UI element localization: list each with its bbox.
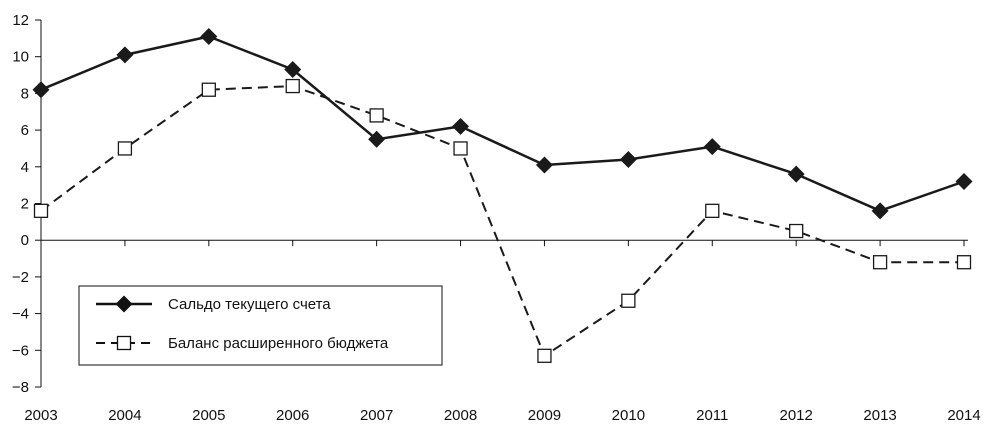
legend-label-current-account: Сальдо текущего счета — [168, 296, 331, 313]
legend-marker-current-account — [115, 295, 133, 313]
legend-box — [78, 285, 443, 366]
x-tick-label: 2007 — [360, 407, 393, 424]
y-tick-label: −4 — [12, 306, 29, 323]
data-point-current-account-2008 — [452, 117, 470, 135]
x-tick-label: 2008 — [444, 407, 477, 424]
legend-label-budget-balance: Баланс расширенного бюджета — [168, 335, 389, 352]
data-point-budget-balance-2011 — [705, 203, 720, 218]
data-point-current-account-2006 — [284, 61, 302, 79]
x-tick-label: 2012 — [779, 407, 812, 424]
data-point-current-account-2004 — [116, 46, 134, 64]
data-point-current-account-2005 — [200, 28, 218, 46]
x-tick-label: 2011 — [696, 407, 728, 424]
x-tick-label: 2004 — [108, 407, 141, 424]
tick-labels: −8 −6 −4 −2 0 2 4 6 8 10 12 2003 2004 2005 2006 2007 200… — [12, 12, 981, 424]
x-tick-label: 2013 — [863, 407, 896, 424]
legend: Сальдо текущего счета Баланс расширенног… — [78, 285, 443, 366]
data-point-budget-balance-2003 — [33, 203, 49, 218]
y-tick-label: 0 — [21, 232, 29, 249]
axes — [35, 19, 968, 388]
x-tick-label: 2006 — [276, 407, 309, 424]
data-point-budget-balance-2010 — [621, 293, 636, 308]
series-line-current-account — [40, 35, 965, 213]
data-point-current-account-2010 — [619, 150, 637, 168]
data-point-budget-balance-2007 — [369, 108, 384, 123]
data-point-current-account-2009 — [535, 156, 553, 174]
x-tick-label: 2003 — [24, 407, 57, 424]
y-tick-label: 6 — [21, 122, 29, 139]
y-tick-label: 2 — [21, 196, 29, 213]
y-tick-label: 10 — [12, 49, 29, 66]
y-tick-label: 12 — [12, 12, 29, 29]
x-tick-label: 2009 — [528, 407, 561, 424]
y-tick-label: 8 — [21, 85, 29, 102]
legend-marker-budget-balance — [116, 335, 132, 351]
x-tick-label: 2005 — [192, 407, 225, 424]
y-tick-label: −8 — [12, 379, 29, 396]
data-point-budget-balance-2008 — [453, 141, 468, 156]
data-point-current-account-2014 — [955, 172, 973, 190]
data-point-current-account-2007 — [368, 130, 386, 148]
data-point-budget-balance-2004 — [117, 141, 133, 156]
data-point-current-account-2003 — [32, 81, 50, 99]
x-tick-label: 2014 — [947, 407, 980, 424]
x-tick-label: 2010 — [612, 407, 645, 424]
y-tick-label: 4 — [21, 159, 29, 176]
data-point-budget-balance-2013 — [872, 255, 888, 270]
series-line-budget-balance — [40, 85, 964, 357]
data-point-current-account-2013 — [871, 202, 889, 220]
data-point-budget-balance-2009 — [537, 348, 552, 363]
data-point-budget-balance-2014 — [956, 255, 972, 270]
y-tick-label: −6 — [12, 342, 29, 359]
data-point-budget-balance-2012 — [789, 223, 804, 239]
data-point-current-account-2011 — [703, 138, 721, 156]
data-point-budget-balance-2005 — [201, 82, 216, 97]
data-point-current-account-2012 — [787, 165, 805, 183]
y-tick-label: −2 — [12, 269, 29, 286]
data-point-budget-balance-2006 — [285, 78, 300, 94]
